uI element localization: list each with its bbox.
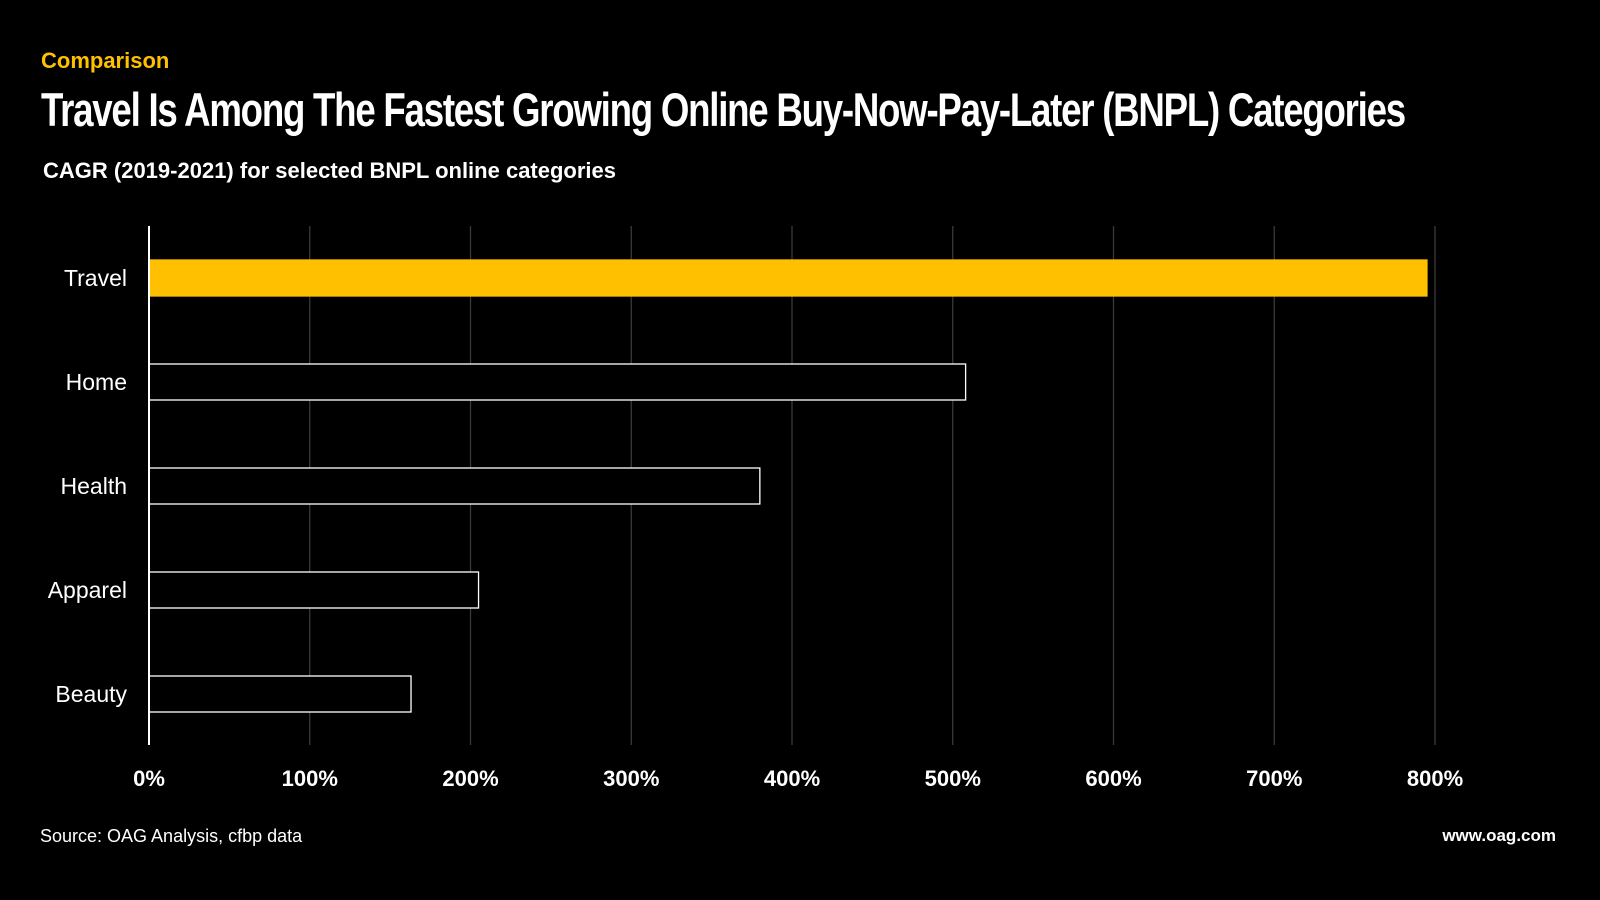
source-note: Source: OAG Analysis, cfbp data bbox=[40, 826, 303, 846]
website-link[interactable]: www.oag.com bbox=[1442, 826, 1556, 845]
x-tick-label: 400% bbox=[764, 766, 820, 791]
x-tick-label: 600% bbox=[1085, 766, 1141, 791]
x-tick-label: 500% bbox=[925, 766, 981, 791]
x-tick-label: 100% bbox=[282, 766, 338, 791]
category-label: Travel bbox=[64, 265, 127, 291]
category-label: Beauty bbox=[55, 681, 127, 707]
x-tick-label: 800% bbox=[1407, 766, 1463, 791]
x-tick-label: 300% bbox=[603, 766, 659, 791]
category-label: Apparel bbox=[48, 577, 127, 603]
x-tick-label: 700% bbox=[1246, 766, 1302, 791]
x-tick-label: 200% bbox=[442, 766, 498, 791]
category-label: Home bbox=[66, 369, 127, 395]
bar-travel bbox=[148, 259, 1428, 297]
bar-health bbox=[148, 467, 761, 505]
bar-beauty bbox=[148, 675, 412, 713]
chart-kicker: Comparison bbox=[41, 48, 170, 73]
category-label: Health bbox=[61, 473, 127, 499]
chart-title: Travel Is Among The Fastest Growing Onli… bbox=[41, 83, 1406, 136]
bar-apparel bbox=[148, 571, 480, 609]
bar-home bbox=[148, 363, 967, 401]
chart-subtitle: CAGR (2019-2021) for selected BNPL onlin… bbox=[43, 158, 617, 183]
x-tick-label: 0% bbox=[133, 766, 165, 791]
